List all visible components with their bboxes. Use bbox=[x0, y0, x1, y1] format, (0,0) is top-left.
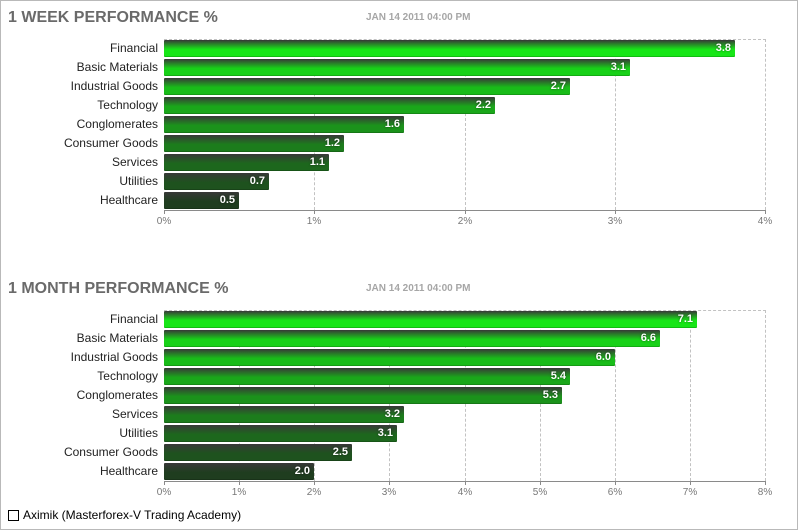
bar-value-label: 3.1 bbox=[377, 427, 393, 439]
bar[interactable]: 3.2 bbox=[164, 406, 404, 423]
bar-value-label: 1.2 bbox=[324, 137, 340, 149]
x-tick bbox=[615, 210, 616, 214]
category-label: Utilities bbox=[119, 426, 158, 440]
bar-value-label: 7.1 bbox=[677, 313, 693, 325]
x-tick-label: 3% bbox=[381, 487, 397, 498]
x-tick bbox=[465, 210, 466, 214]
category-label: Healthcare bbox=[99, 193, 158, 207]
x-tick bbox=[164, 210, 165, 214]
x-tick bbox=[389, 481, 390, 485]
bar-value-label: 2.0 bbox=[294, 465, 310, 477]
bar[interactable]: 2.5 bbox=[164, 444, 352, 461]
bar[interactable]: 3.8 bbox=[164, 40, 735, 57]
bar-value-label: 2.7 bbox=[550, 80, 566, 92]
bar-value-label: 6.6 bbox=[640, 332, 656, 344]
bar-value-label: 2.5 bbox=[332, 446, 348, 458]
x-tick-label: 6% bbox=[607, 487, 623, 498]
category-label: Technology bbox=[97, 369, 158, 383]
x-axis-line bbox=[164, 481, 766, 482]
bar-value-label: 3.1 bbox=[610, 61, 626, 73]
category-label: Basic Materials bbox=[76, 60, 158, 74]
bar-value-label: 5.3 bbox=[542, 389, 558, 401]
bar[interactable]: 2.2 bbox=[164, 97, 495, 114]
x-tick bbox=[765, 481, 766, 485]
chart-title: 1 MONTH PERFORMANCE % bbox=[8, 280, 229, 297]
bar[interactable]: 1.1 bbox=[164, 154, 329, 171]
x-tick bbox=[314, 481, 315, 485]
x-tick-label: 2% bbox=[306, 487, 322, 498]
bar[interactable]: 2.0 bbox=[164, 463, 314, 480]
category-label: Financial bbox=[109, 312, 158, 326]
x-tick bbox=[615, 481, 616, 485]
bar-value-label: 6.0 bbox=[595, 351, 611, 363]
bar-value-label: 0.5 bbox=[219, 194, 235, 206]
bar[interactable]: 5.4 bbox=[164, 368, 570, 385]
checkbox-icon bbox=[8, 509, 19, 521]
category-label: Industrial Goods bbox=[70, 350, 158, 364]
category-label: Services bbox=[111, 407, 158, 421]
x-tick bbox=[765, 210, 766, 214]
footer-credit: Aximik (Masterforex-V Trading Academy) bbox=[23, 508, 242, 522]
x-tick-label: 1% bbox=[231, 487, 247, 498]
gridline bbox=[615, 39, 616, 210]
x-tick-label: 2% bbox=[457, 216, 473, 227]
chart-date: JAN 14 2011 04:00 PM bbox=[366, 283, 471, 294]
bar[interactable]: 6.0 bbox=[164, 349, 615, 366]
x-tick-label: 7% bbox=[682, 487, 698, 498]
x-tick-label: 1% bbox=[306, 216, 322, 227]
x-tick-label: 4% bbox=[757, 216, 773, 227]
category-label: Conglomerates bbox=[76, 117, 158, 131]
x-tick bbox=[239, 481, 240, 485]
category-label: Healthcare bbox=[99, 464, 158, 478]
x-tick-label: 8% bbox=[757, 487, 773, 498]
bar[interactable]: 1.2 bbox=[164, 135, 344, 152]
bar[interactable]: 0.7 bbox=[164, 173, 269, 190]
x-tick bbox=[164, 481, 165, 485]
bar-value-label: 1.1 bbox=[309, 156, 325, 168]
category-label: Services bbox=[111, 155, 158, 169]
x-tick-label: 0% bbox=[156, 216, 172, 227]
category-label: Consumer Goods bbox=[63, 445, 158, 459]
footer: Aximik (Masterforex-V Trading Academy) bbox=[8, 508, 241, 522]
chart-date: JAN 14 2011 04:00 PM bbox=[366, 12, 471, 23]
bar[interactable]: 6.6 bbox=[164, 330, 660, 347]
bar[interactable]: 1.6 bbox=[164, 116, 404, 133]
bar-value-label: 1.6 bbox=[384, 118, 400, 130]
bar-value-label: 5.4 bbox=[550, 370, 566, 382]
bar[interactable]: 7.1 bbox=[164, 311, 697, 328]
category-label: Utilities bbox=[119, 174, 158, 188]
category-label: Technology bbox=[97, 98, 158, 112]
bar[interactable]: 3.1 bbox=[164, 425, 397, 442]
category-label: Consumer Goods bbox=[63, 136, 158, 150]
bar-value-label: 3.2 bbox=[384, 408, 400, 420]
category-label: Basic Materials bbox=[76, 331, 158, 345]
x-tick-label: 5% bbox=[532, 487, 548, 498]
gridline bbox=[690, 310, 691, 481]
gridline bbox=[615, 310, 616, 481]
x-tick bbox=[690, 481, 691, 485]
bar[interactable]: 3.1 bbox=[164, 59, 630, 76]
category-label: Industrial Goods bbox=[70, 79, 158, 93]
bar[interactable]: 0.5 bbox=[164, 192, 239, 209]
bar[interactable]: 5.3 bbox=[164, 387, 562, 404]
chart-title: 1 WEEK PERFORMANCE % bbox=[8, 9, 218, 26]
x-tick-label: 0% bbox=[156, 487, 172, 498]
x-tick bbox=[465, 481, 466, 485]
gridline bbox=[465, 39, 466, 210]
x-axis-line bbox=[164, 210, 766, 211]
x-tick bbox=[314, 210, 315, 214]
category-label: Financial bbox=[109, 41, 158, 55]
x-tick-label: 3% bbox=[607, 216, 623, 227]
bar-value-label: 3.8 bbox=[715, 42, 731, 54]
x-tick-label: 4% bbox=[457, 487, 473, 498]
x-tick bbox=[540, 481, 541, 485]
bar[interactable]: 2.7 bbox=[164, 78, 570, 95]
category-label: Conglomerates bbox=[76, 388, 158, 402]
bar-value-label: 0.7 bbox=[249, 175, 265, 187]
bar-value-label: 2.2 bbox=[475, 99, 491, 111]
